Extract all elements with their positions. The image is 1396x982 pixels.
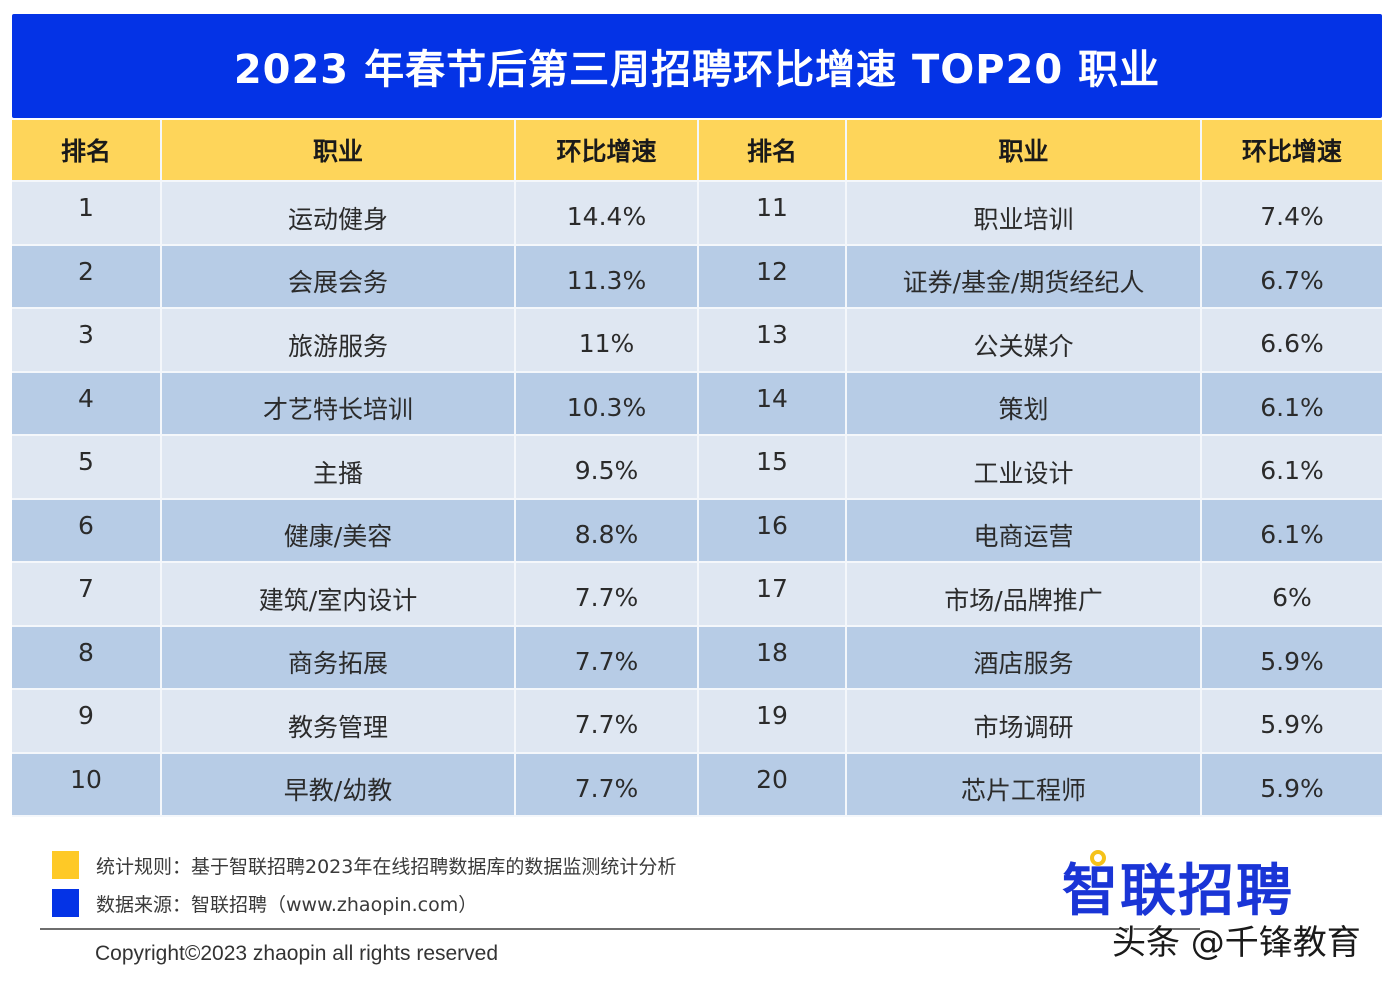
table-row: 2 会展会务 11.3% 12 证券/基金/期货经纪人 6.7% — [12, 245, 1382, 309]
rate-cell: 11.3% — [516, 245, 699, 309]
job-cell: 电商运营 — [847, 499, 1202, 563]
table-row: 5 主播 9.5% 15 工业设计 6.1% — [12, 436, 1382, 500]
rank-cell: 3 — [12, 309, 162, 373]
yellow-swatch-icon — [52, 851, 79, 879]
table-row: 3 旅游服务 11% 13 公关媒介 6.6% — [12, 309, 1382, 373]
logo-text: 智联招聘 — [1062, 859, 1294, 924]
legend-label: 数据来源：智联招聘（www.zhaopin.com） — [96, 893, 478, 916]
header-rate-right: 环比增速 — [1202, 120, 1382, 182]
rank-cell: 9 — [12, 690, 162, 754]
job-cell: 策划 — [847, 372, 1202, 436]
table-row: 6 健康/美容 8.8% 16 电商运营 6.1% — [12, 499, 1382, 563]
logo-dot-icon — [1090, 850, 1106, 866]
rate-cell: 5.9% — [1202, 753, 1382, 817]
rate-cell: 6.1% — [1202, 372, 1382, 436]
table-row: 10 早教/幼教 7.7% 20 芯片工程师 5.9% — [12, 753, 1382, 817]
rank-cell: 12 — [699, 245, 847, 309]
rank-cell: 4 — [12, 372, 162, 436]
table-row: 8 商务拓展 7.7% 18 酒店服务 5.9% — [12, 626, 1382, 690]
job-cell: 公关媒介 — [847, 309, 1202, 373]
job-cell: 主播 — [162, 436, 516, 500]
header-job-right: 职业 — [847, 120, 1202, 182]
table-header-row: 排名 职业 环比增速 排名 职业 环比增速 — [12, 120, 1382, 182]
job-cell: 才艺特长培训 — [162, 372, 516, 436]
rank-cell: 20 — [699, 753, 847, 817]
job-cell: 商务拓展 — [162, 626, 516, 690]
job-cell: 酒店服务 — [847, 626, 1202, 690]
table-row: 1 运动健身 14.4% 11 职业培训 7.4% — [12, 182, 1382, 246]
job-cell: 会展会务 — [162, 245, 516, 309]
job-cell: 职业培训 — [847, 182, 1202, 246]
rate-cell: 10.3% — [516, 372, 699, 436]
job-cell: 旅游服务 — [162, 309, 516, 373]
job-cell: 证券/基金/期货经纪人 — [847, 245, 1202, 309]
job-cell: 早教/幼教 — [162, 753, 516, 817]
rank-cell: 13 — [699, 309, 847, 373]
watermark: 头条 @千锋教育 — [1112, 923, 1361, 963]
rate-cell: 14.4% — [516, 182, 699, 246]
rank-cell: 14 — [699, 372, 847, 436]
rank-cell: 7 — [12, 563, 162, 627]
job-cell: 市场调研 — [847, 690, 1202, 754]
ranking-table: 排名 职业 环比增速 排名 职业 环比增速 1 运动健身 14.4% 11 职业… — [12, 120, 1382, 817]
rank-cell: 10 — [12, 753, 162, 817]
rate-cell: 7.7% — [516, 563, 699, 627]
table-row: 7 建筑/室内设计 7.7% 17 市场/品牌推广 6% — [12, 563, 1382, 627]
job-cell: 工业设计 — [847, 436, 1202, 500]
rank-cell: 16 — [699, 499, 847, 563]
blue-swatch-icon — [52, 889, 79, 917]
rank-cell: 8 — [12, 626, 162, 690]
rate-cell: 6% — [1202, 563, 1382, 627]
rank-cell: 15 — [699, 436, 847, 500]
rate-cell: 8.8% — [516, 499, 699, 563]
header-rank-right: 排名 — [699, 120, 847, 182]
rate-cell: 7.7% — [516, 626, 699, 690]
rate-cell: 6.1% — [1202, 436, 1382, 500]
header-rank-left: 排名 — [12, 120, 162, 182]
rate-cell: 6.6% — [1202, 309, 1382, 373]
job-cell: 市场/品牌推广 — [847, 563, 1202, 627]
legend: 统计规则：基于智联招聘2023年在线招聘数据库的数据监测统计分析 数据来源：智联… — [52, 846, 676, 922]
copyright-text: Copyright©2023 zhaopin all rights reserv… — [95, 942, 499, 965]
footer-divider — [40, 928, 1200, 930]
rate-cell: 6.7% — [1202, 245, 1382, 309]
rate-cell: 5.9% — [1202, 626, 1382, 690]
zhaopin-logo: 智联招聘 — [1062, 846, 1294, 927]
job-cell: 芯片工程师 — [847, 753, 1202, 817]
rate-cell: 7.7% — [516, 690, 699, 754]
rank-cell: 2 — [12, 245, 162, 309]
table-row: 9 教务管理 7.7% 19 市场调研 5.9% — [12, 690, 1382, 754]
rank-cell: 6 — [12, 499, 162, 563]
rate-cell: 5.9% — [1202, 690, 1382, 754]
page-title: 2023 年春节后第三周招聘环比增速 TOP20 职业 — [12, 14, 1382, 118]
rate-cell: 6.1% — [1202, 499, 1382, 563]
rate-cell: 11% — [516, 309, 699, 373]
rank-cell: 1 — [12, 182, 162, 246]
rank-cell: 17 — [699, 563, 847, 627]
job-cell: 教务管理 — [162, 690, 516, 754]
legend-item-data-source: 数据来源：智联招聘（www.zhaopin.com） — [52, 884, 676, 922]
rank-cell: 11 — [699, 182, 847, 246]
header-job-left: 职业 — [162, 120, 516, 182]
job-cell: 建筑/室内设计 — [162, 563, 516, 627]
header-rate-left: 环比增速 — [516, 120, 699, 182]
job-cell: 健康/美容 — [162, 499, 516, 563]
rank-cell: 5 — [12, 436, 162, 500]
rank-cell: 18 — [699, 626, 847, 690]
table-row: 4 才艺特长培训 10.3% 14 策划 6.1% — [12, 372, 1382, 436]
rate-cell: 9.5% — [516, 436, 699, 500]
legend-label: 统计规则：基于智联招聘2023年在线招聘数据库的数据监测统计分析 — [96, 855, 677, 878]
rate-cell: 7.7% — [516, 753, 699, 817]
legend-item-stat-rule: 统计规则：基于智联招聘2023年在线招聘数据库的数据监测统计分析 — [52, 846, 676, 884]
rate-cell: 7.4% — [1202, 182, 1382, 246]
rank-cell: 19 — [699, 690, 847, 754]
job-cell: 运动健身 — [162, 182, 516, 246]
